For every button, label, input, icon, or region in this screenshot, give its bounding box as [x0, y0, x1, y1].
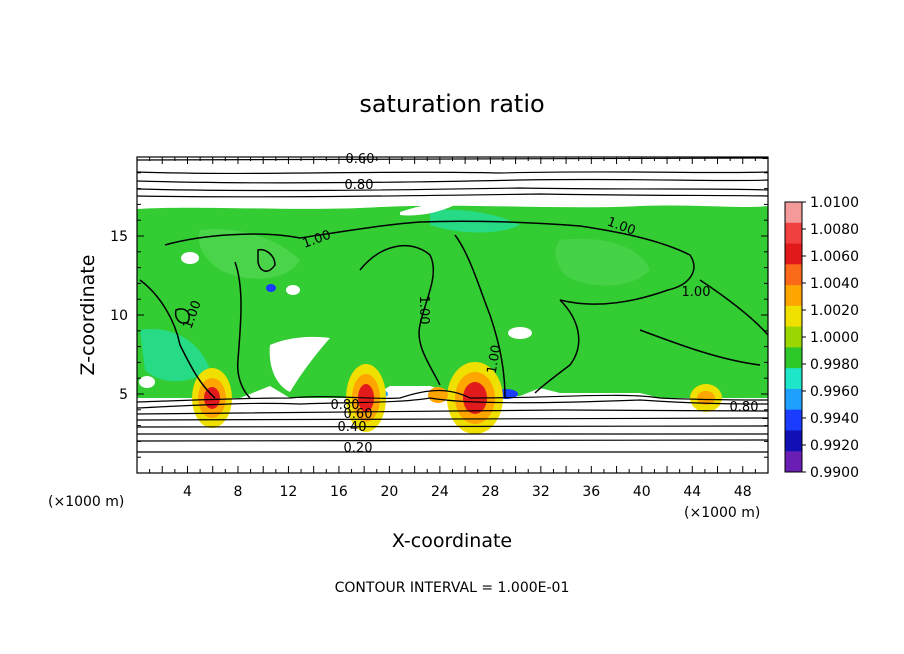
y-axis-label: Z-coordinate: [77, 255, 99, 376]
colorbar-swatch: [785, 326, 802, 348]
contour-label: 0.80: [345, 178, 374, 193]
colorbar-label: 1.0080: [810, 222, 859, 238]
x-tick-label: 20: [380, 484, 398, 500]
colorbar-label: 0.9940: [810, 411, 859, 427]
x-axis-label: X-coordinate: [392, 530, 512, 552]
contour-lines-cloud: [139, 220, 768, 399]
x-unit-right: (×1000 m): [684, 505, 760, 521]
colorbar-swatch: [785, 430, 802, 452]
x-axis: 4 8 12 16 20 24 28 32 36 40 44 48: [149, 157, 756, 500]
colorbar-swatch: [785, 264, 802, 286]
contour-label: 0.80: [331, 398, 360, 413]
x-tick-label: 48: [734, 484, 752, 500]
colorbar-swatch: [785, 347, 802, 369]
clear-region: [269, 336, 330, 392]
colorbar-swatch: [785, 409, 802, 431]
y-axis: 5 10 15: [110, 172, 768, 458]
clear-region: [508, 327, 532, 339]
chart-title: saturation ratio: [359, 90, 544, 118]
contour-label: 1.00: [682, 285, 711, 300]
x-tick-label: 8: [233, 484, 242, 500]
contour-label: 0.20: [344, 441, 373, 456]
y-tick-label: 15: [110, 229, 128, 245]
colorbar-label: 0.9900: [810, 465, 859, 481]
contour-label: 1.00: [485, 344, 505, 375]
contour-lines-stratified: [137, 157, 768, 453]
colorbar-label: 0.9920: [810, 438, 859, 454]
colorbar-label: 0.9960: [810, 384, 859, 400]
colorbar-label: 1.0060: [810, 249, 859, 265]
clear-region: [286, 285, 300, 295]
contour-label: 0.40: [338, 420, 367, 435]
x-tick-label: 36: [582, 484, 600, 500]
colorbar-swatch: [785, 243, 802, 265]
low-saturation-spot: [266, 284, 276, 292]
contour-label: 0.80: [730, 400, 759, 415]
x-unit-left: (×1000 m): [48, 494, 124, 510]
colorbar-label: 1.0100: [810, 195, 859, 211]
colorbar-label: 1.0020: [810, 303, 859, 319]
x-tick-label: 16: [330, 484, 348, 500]
contour-label: 0.60: [344, 407, 373, 422]
x-tick-label: 24: [431, 484, 449, 500]
colorbar-label: 0.9980: [810, 357, 859, 373]
colorbar-label: 1.0040: [810, 276, 859, 292]
colorbar-label: 1.0000: [810, 330, 859, 346]
colorbar: 1.0100 1.0080 1.0060 1.0040 1.0020 1.0000 0.99…: [784, 195, 859, 481]
colorbar-swatch: [785, 222, 802, 245]
clear-region: [181, 252, 199, 264]
x-tick-label: 4: [183, 484, 192, 500]
plume: [428, 387, 448, 403]
colorbar-swatch: [785, 368, 802, 390]
plot-area: [137, 157, 768, 453]
clear-region: [139, 376, 155, 388]
colorbar-swatch: [785, 388, 802, 411]
y-tick-label: 10: [110, 308, 128, 324]
plume: [690, 384, 722, 412]
colorbar-swatch: [785, 451, 802, 473]
x-tick-label: 32: [532, 484, 550, 500]
colorbar-swatch: [785, 305, 802, 328]
x-tick-label: 44: [683, 484, 701, 500]
x-tick-label: 40: [633, 484, 651, 500]
x-tick-label: 12: [280, 484, 298, 500]
contour-label: 1.00: [416, 296, 431, 325]
y-tick-label: 5: [119, 387, 128, 403]
contour-interval-note: CONTOUR INTERVAL = 1.000E-01: [335, 580, 570, 596]
clear-region: [400, 203, 455, 216]
contour-label: 0.60: [346, 152, 375, 167]
x-tick-label: 28: [481, 484, 499, 500]
colorbar-swatch: [785, 285, 802, 307]
colorbar-swatch: [785, 202, 802, 224]
light-patch: [555, 238, 650, 286]
